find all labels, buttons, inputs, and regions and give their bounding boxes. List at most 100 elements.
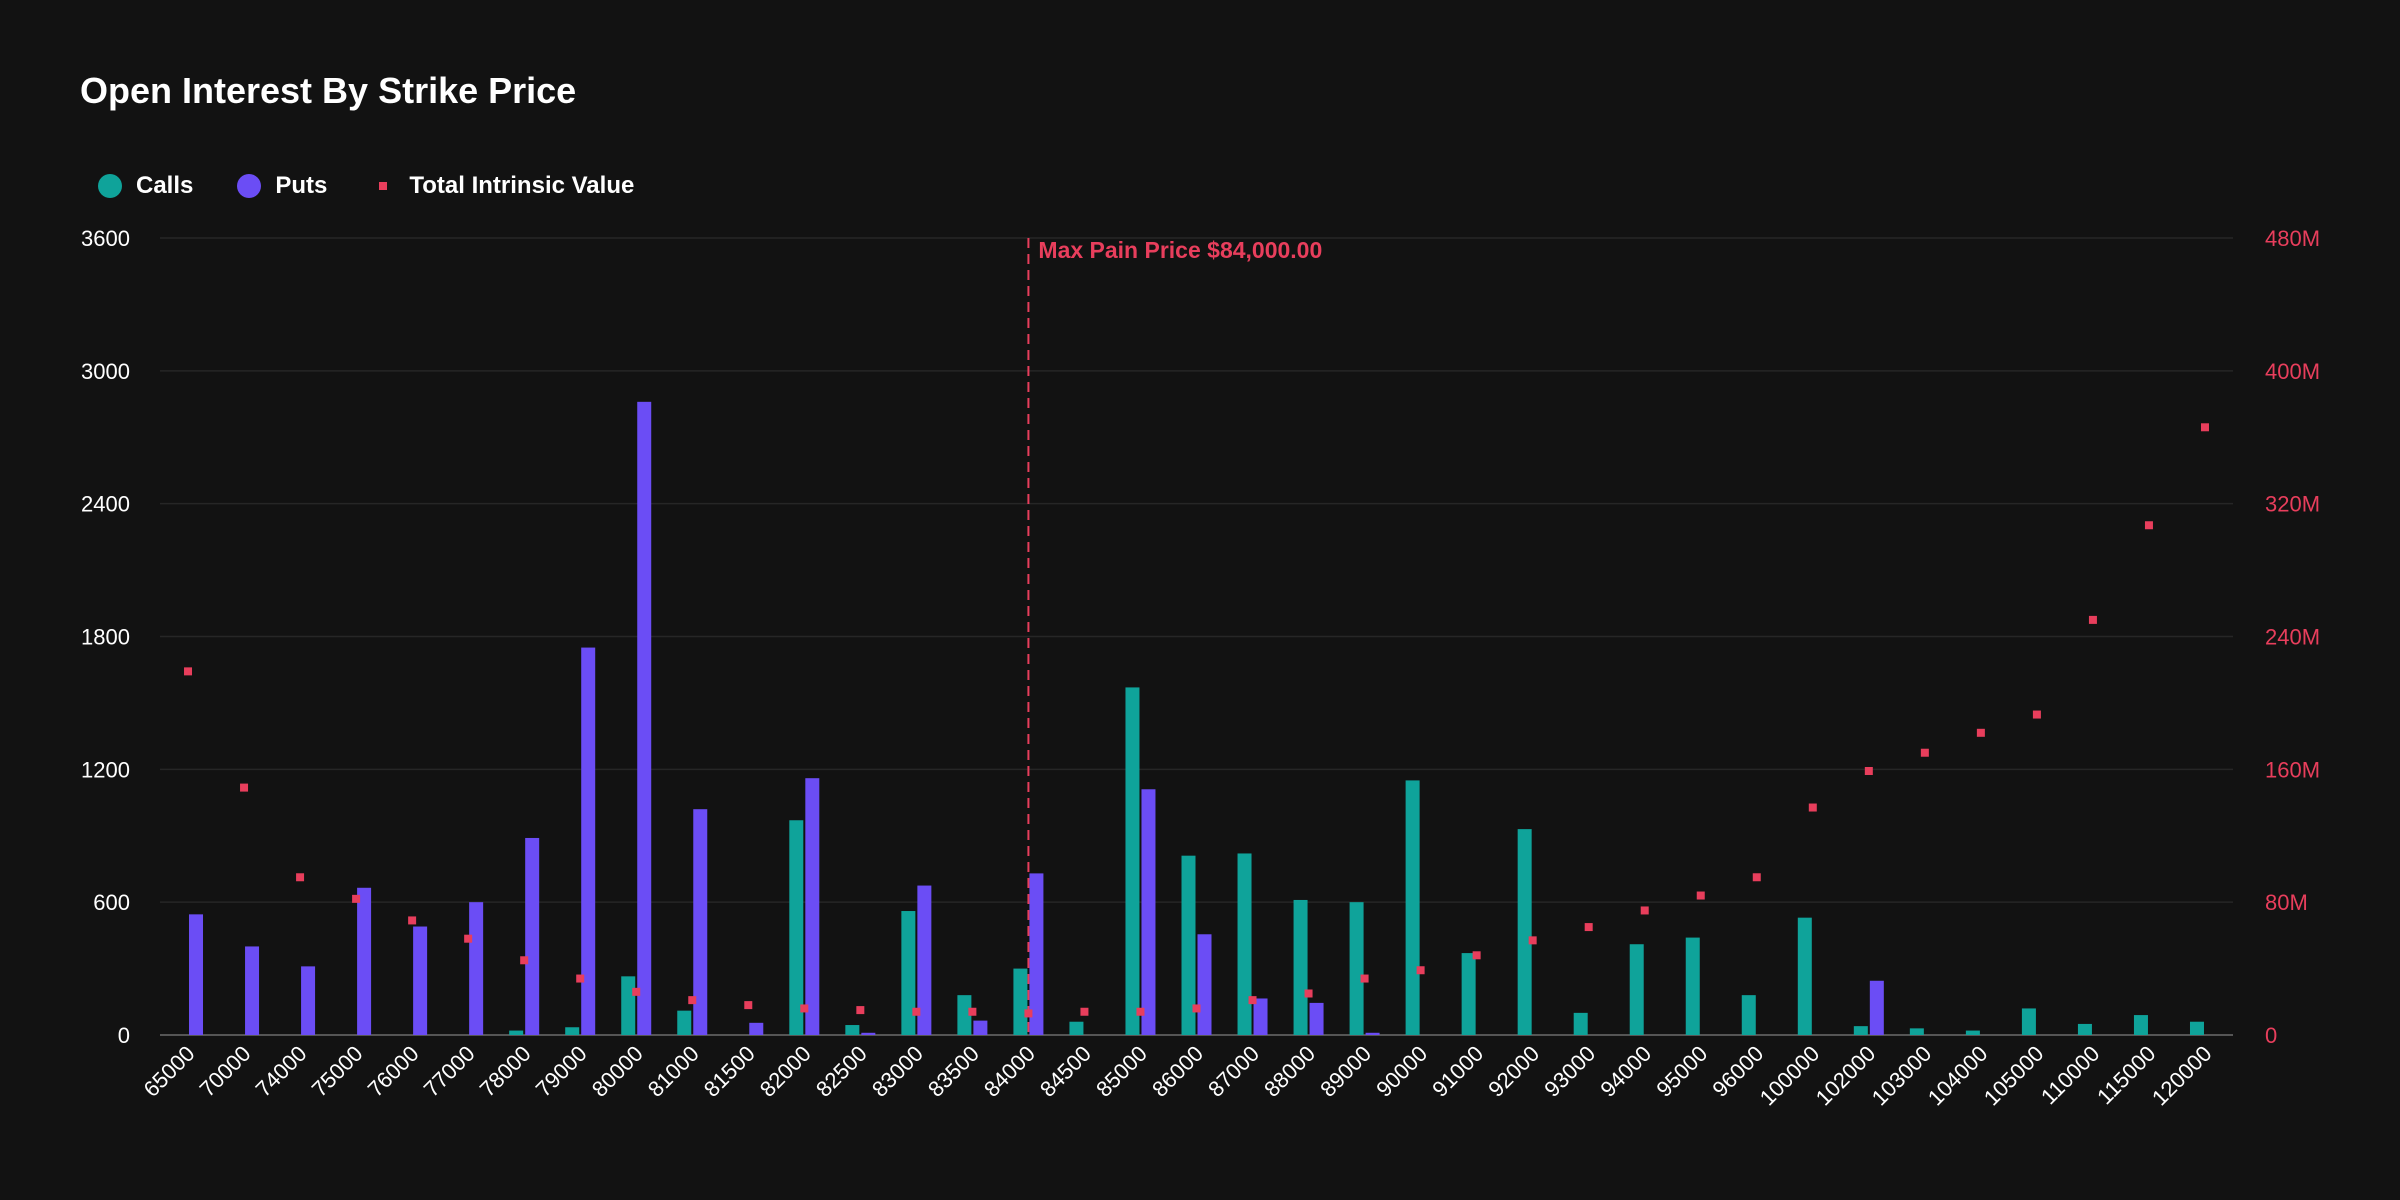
calls-bar bbox=[1181, 855, 1196, 1035]
intrinsic-value-point bbox=[1416, 966, 1425, 975]
calls-bar bbox=[1853, 1026, 1868, 1035]
puts-bar bbox=[1197, 934, 1212, 1035]
intrinsic-value-point bbox=[464, 934, 473, 943]
max-pain-label: Max Pain Price $84,000.00 bbox=[1038, 237, 1322, 263]
calls-bar bbox=[2021, 1008, 2036, 1035]
x-tick-label: 77000 bbox=[419, 1041, 480, 1102]
puts-bar bbox=[749, 1022, 764, 1035]
intrinsic-value-point bbox=[856, 1006, 865, 1015]
intrinsic-value-point bbox=[1528, 936, 1537, 945]
calls-legend-marker bbox=[98, 174, 122, 198]
x-tick-label: 76000 bbox=[363, 1041, 424, 1102]
calls-bar bbox=[1573, 1012, 1588, 1035]
legend-item-puts[interactable]: Puts bbox=[237, 172, 327, 200]
x-tick-label: 115000 bbox=[2092, 1041, 2160, 1109]
intrinsic-value-point bbox=[1360, 974, 1369, 983]
x-tick-label: 83500 bbox=[923, 1041, 984, 1102]
puts-bar bbox=[637, 401, 652, 1036]
puts-bar bbox=[805, 778, 820, 1035]
intrinsic-value-point bbox=[2032, 710, 2041, 719]
calls-bar bbox=[1237, 853, 1252, 1035]
x-tick-label: 75000 bbox=[307, 1041, 368, 1102]
chart-legend: Calls Puts Total Intrinsic Value bbox=[98, 172, 678, 200]
intrinsic-value-point bbox=[1920, 748, 1929, 757]
x-tick-label: 80000 bbox=[587, 1041, 648, 1102]
calls-bar bbox=[1349, 902, 1364, 1035]
legend-label-calls: Calls bbox=[136, 172, 194, 199]
intrinsic-value-point bbox=[1584, 923, 1593, 932]
puts-bar bbox=[357, 887, 372, 1035]
x-tick-label: 103000 bbox=[1867, 1041, 1937, 1111]
x-tick-label: 82500 bbox=[811, 1041, 872, 1102]
intrinsic-value-point bbox=[1808, 803, 1817, 812]
x-tick-label: 70000 bbox=[195, 1041, 256, 1102]
calls-bar bbox=[1517, 829, 1532, 1035]
intrinsic-value-point bbox=[408, 916, 417, 925]
x-tick-label: 110000 bbox=[2036, 1041, 2104, 1109]
intrinsic-value-point bbox=[1248, 996, 1257, 1005]
puts-bar bbox=[693, 809, 708, 1035]
calls-bar bbox=[1965, 1030, 1980, 1035]
y-left-tick-label: 1800 bbox=[81, 625, 130, 650]
x-tick-label: 83000 bbox=[867, 1041, 928, 1102]
calls-bar bbox=[2077, 1023, 2092, 1035]
puts-bar bbox=[861, 1032, 876, 1035]
intrinsic-value-point bbox=[2144, 521, 2153, 530]
puts-bar bbox=[525, 837, 540, 1035]
calls-bar bbox=[621, 976, 636, 1035]
intrinsic-value-point bbox=[1080, 1007, 1089, 1016]
x-tick-label: 81500 bbox=[699, 1041, 760, 1102]
x-tick-label: 92000 bbox=[1483, 1041, 1544, 1102]
calls-bar bbox=[2189, 1021, 2204, 1035]
x-tick-label: 65000 bbox=[139, 1041, 200, 1102]
x-tick-label: 100000 bbox=[1755, 1041, 1825, 1111]
x-tick-label: 105000 bbox=[1979, 1041, 2049, 1111]
intrinsic-value-point bbox=[352, 894, 361, 903]
y-left-tick-label: 600 bbox=[93, 890, 130, 915]
legend-item-calls[interactable]: Calls bbox=[98, 172, 193, 200]
y-right-tick-label: 400M bbox=[2265, 359, 2320, 384]
puts-bar bbox=[1029, 873, 1044, 1035]
chart-title: Open Interest By Strike Price bbox=[80, 70, 577, 111]
x-tick-label: 79000 bbox=[531, 1041, 592, 1102]
x-tick-label: 88000 bbox=[1259, 1041, 1320, 1102]
puts-bar bbox=[413, 926, 428, 1035]
y-left-tick-label: 3600 bbox=[81, 226, 130, 251]
puts-bar bbox=[1141, 789, 1156, 1035]
calls-bar bbox=[1293, 899, 1308, 1035]
intrinsic-value-point bbox=[744, 1001, 753, 1010]
intrinsic-value-point bbox=[1472, 951, 1481, 960]
puts-bar bbox=[189, 914, 204, 1035]
y-right-tick-label: 80M bbox=[2265, 890, 2308, 915]
intrinsic-value-point bbox=[1024, 1009, 1033, 1018]
x-tick-label: 91000 bbox=[1427, 1041, 1488, 1102]
calls-bar bbox=[509, 1030, 524, 1035]
intrinsic-value-point bbox=[1640, 906, 1649, 915]
intrinsic-value-point bbox=[800, 1004, 809, 1013]
calls-bar bbox=[1797, 917, 1812, 1035]
puts-bar bbox=[245, 946, 260, 1035]
calls-bar bbox=[677, 1010, 692, 1035]
x-tick-label: 85000 bbox=[1091, 1041, 1152, 1102]
legend-label-total-intrinsic-value: Total Intrinsic Value bbox=[409, 172, 635, 199]
x-tick-label: 84000 bbox=[979, 1041, 1040, 1102]
intrinsic-value-point bbox=[184, 667, 193, 676]
intrinsic-value-point bbox=[1864, 766, 1873, 775]
y-right-tick-label: 480M bbox=[2265, 226, 2320, 251]
puts-bar bbox=[581, 647, 596, 1035]
puts-bar bbox=[301, 966, 316, 1035]
x-tick-label: 104000 bbox=[1923, 1041, 1993, 1111]
puts-bar bbox=[1365, 1032, 1380, 1035]
intrinsic-value-point bbox=[2088, 615, 2097, 624]
intrinsic-value-point bbox=[1976, 728, 1985, 737]
intrinsic-value-point bbox=[1752, 873, 1761, 882]
calls-bar bbox=[901, 911, 916, 1035]
y-left-tick-label: 3000 bbox=[81, 359, 130, 384]
calls-bar bbox=[957, 995, 972, 1035]
intrinsic-value-legend-marker bbox=[379, 182, 388, 190]
legend-item-total-intrinsic-value[interactable]: Total Intrinsic Value bbox=[371, 172, 634, 200]
calls-bar bbox=[1685, 937, 1700, 1035]
x-tick-label: 87000 bbox=[1203, 1041, 1264, 1102]
intrinsic-value-point bbox=[576, 974, 585, 983]
x-tick-label: 90000 bbox=[1371, 1041, 1432, 1102]
